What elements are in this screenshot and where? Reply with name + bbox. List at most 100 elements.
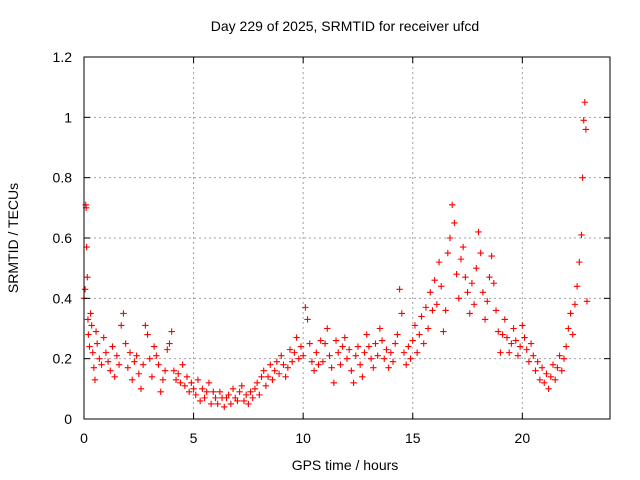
data-point [562, 343, 570, 350]
data-point [519, 322, 526, 329]
data-point [247, 388, 254, 396]
data-point [201, 394, 208, 402]
data-point [326, 352, 333, 359]
data-point [210, 388, 217, 396]
data-point [583, 298, 591, 305]
data-point [155, 361, 162, 368]
data-point [166, 340, 173, 347]
data-point [179, 361, 186, 368]
data-point [104, 358, 112, 365]
data-point [356, 361, 364, 368]
data-point [313, 349, 320, 356]
data-point [168, 328, 175, 335]
y-tick-label: 0 [64, 411, 72, 427]
data-point [212, 394, 219, 402]
data-point [86, 343, 93, 350]
data-point [186, 388, 193, 396]
data-point [115, 361, 123, 368]
data-point [310, 367, 318, 374]
data-point [262, 382, 270, 390]
data-point [495, 328, 502, 335]
data-point [372, 340, 379, 347]
data-point [370, 364, 377, 371]
data-point [523, 346, 530, 353]
y-tick-label: 1 [64, 109, 72, 125]
data-point [392, 340, 399, 347]
data-point [153, 352, 160, 359]
data-point [547, 373, 555, 380]
data-point [402, 361, 410, 368]
data-point [558, 367, 565, 374]
data-point [111, 373, 118, 380]
data-point [361, 349, 368, 356]
data-point [221, 403, 228, 411]
data-point [194, 376, 202, 383]
data-point [578, 231, 585, 239]
data-point [486, 274, 493, 281]
data-point [107, 367, 114, 374]
data-point [100, 334, 107, 341]
data-point [433, 301, 441, 308]
data-point [488, 252, 495, 260]
data-point [387, 349, 395, 356]
data-point [120, 310, 127, 317]
data-point [464, 289, 471, 296]
data-point [207, 400, 215, 408]
data-point [569, 331, 576, 338]
axis-ticks [83, 56, 610, 420]
data-point [109, 343, 116, 350]
data-point [431, 277, 438, 284]
data-point [306, 340, 313, 347]
data-point [142, 322, 149, 329]
data-point [315, 361, 322, 368]
data-point [337, 361, 344, 368]
data-point [470, 301, 478, 308]
data-point [438, 283, 445, 290]
grid-lines [84, 57, 610, 419]
data-point [365, 343, 373, 350]
data-point [126, 349, 134, 356]
data-point [293, 334, 300, 341]
x-axis-label: GPS time / hours [292, 457, 399, 473]
data-point [335, 349, 342, 356]
data-point [580, 117, 587, 124]
data-point [552, 376, 559, 383]
data-point [188, 379, 195, 386]
data-point [398, 310, 405, 317]
data-point [251, 385, 259, 393]
data-point [505, 349, 513, 356]
data-point [516, 343, 524, 350]
x-tick-label: 20 [515, 430, 531, 446]
data-point [444, 249, 452, 257]
data-point [81, 286, 89, 293]
data-point [289, 358, 296, 365]
data-point [216, 388, 224, 396]
data-point [567, 310, 574, 317]
data-point [427, 289, 434, 296]
data-point [181, 382, 189, 390]
data-point [175, 370, 182, 377]
data-point [468, 280, 476, 287]
data-point [389, 358, 397, 365]
data-point [245, 400, 252, 408]
data-point [240, 397, 248, 405]
data-point [172, 376, 180, 383]
data-point [242, 391, 250, 399]
data-point [264, 373, 272, 380]
data-point [98, 361, 105, 368]
data-point [319, 358, 327, 365]
data-point [455, 295, 462, 302]
data-point [88, 322, 95, 329]
data-point [278, 352, 285, 359]
data-point [503, 334, 511, 341]
data-point [352, 352, 359, 359]
data-point [304, 316, 311, 323]
data-point [87, 310, 94, 317]
data-point [144, 331, 151, 338]
data-point [148, 373, 156, 380]
data-point [446, 234, 454, 242]
data-point [275, 370, 283, 377]
data-point [424, 325, 432, 332]
data-point [525, 358, 533, 365]
data-point [317, 337, 324, 344]
